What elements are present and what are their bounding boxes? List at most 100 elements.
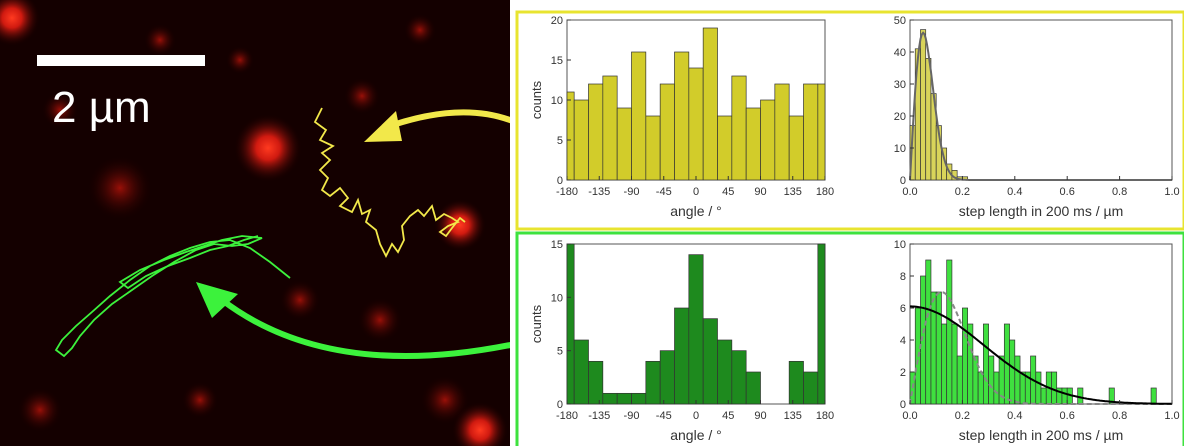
fit-curve — [910, 305, 1172, 405]
x-tick-label: 0.4 — [1007, 186, 1022, 198]
yellow-step-length-histogram: 0.0 0.2 0.4 0.6 0.8 1.0 0 10 20 30 40 50 step length… — [894, 15, 1180, 219]
x-tick-label: -180 — [556, 410, 578, 422]
bar — [925, 259, 932, 405]
x-tick-label: 0.2 — [955, 186, 970, 198]
green-angle-histogram: -180 -135 -90 -45 0 45 90 135 180 0 5 10 15 angle / °… — [529, 239, 834, 443]
bar — [659, 83, 675, 181]
x-axis-label: angle / ° — [670, 203, 722, 219]
fit-curve — [909, 31, 1172, 181]
x-tick-label: 0 — [693, 410, 699, 422]
bar — [717, 339, 733, 405]
bar — [962, 307, 968, 405]
x-tick-label: -135 — [588, 186, 610, 198]
bar — [817, 243, 826, 405]
bar — [1009, 339, 1016, 405]
bar — [745, 371, 761, 405]
x-tick-label: 0.0 — [902, 186, 917, 198]
bar — [588, 360, 604, 405]
bar — [935, 291, 942, 405]
y-tick-label: 20 — [894, 111, 906, 123]
green-trajectory — [54, 235, 291, 358]
bar — [803, 83, 819, 181]
bar — [941, 323, 948, 405]
bar — [702, 318, 718, 405]
bar — [1150, 387, 1157, 405]
x-tick-label: 0.6 — [1060, 186, 1075, 198]
bar — [977, 371, 984, 405]
bar — [616, 107, 632, 181]
bar — [788, 360, 804, 405]
x-axis-label: angle / ° — [670, 427, 722, 443]
x-tick-label: 180 — [816, 186, 834, 198]
x-tick-label: 1.0 — [1164, 410, 1179, 422]
bar — [688, 67, 704, 181]
bar — [1014, 355, 1021, 405]
bar — [566, 243, 575, 405]
x-tick-label: 90 — [754, 410, 766, 422]
x-tick-label: -90 — [624, 410, 640, 422]
bar — [946, 259, 953, 405]
bar — [920, 29, 927, 181]
y-tick-label: 0 — [900, 175, 906, 187]
x-tick-label: 0.6 — [1060, 410, 1075, 422]
bar — [631, 392, 647, 405]
x-tick-label: 0.0 — [902, 410, 917, 422]
y-tick-label: 50 — [894, 15, 906, 27]
x-tick-label: 0.8 — [1112, 410, 1127, 422]
bar — [1061, 387, 1068, 405]
bar — [573, 339, 589, 405]
x-tick-label: 45 — [722, 186, 734, 198]
bar — [988, 355, 995, 405]
bar — [983, 323, 989, 405]
y-axis-label: counts — [529, 304, 544, 343]
fluorescence-spots — [0, 0, 508, 446]
y-tick-label: 10 — [894, 239, 906, 251]
y-tick-label: 0 — [900, 399, 906, 411]
bar — [774, 83, 790, 181]
y-tick-label: 40 — [894, 47, 906, 59]
y-tick-label: 0 — [557, 175, 563, 187]
y-tick-label: 4 — [900, 335, 906, 347]
x-tick-label: 1.0 — [1164, 186, 1179, 198]
bar — [588, 83, 604, 181]
yellow-trajectory — [313, 107, 466, 259]
x-tick-label: -90 — [624, 186, 640, 198]
bar — [616, 392, 632, 405]
bar — [930, 291, 937, 405]
y-tick-label: 6 — [900, 303, 906, 315]
x-axis-label: step length in 200 ms / µm — [959, 427, 1123, 443]
green-panel-border — [515, 231, 1184, 446]
scale-bar-label: 2 µm — [52, 83, 151, 132]
x-tick-label: 135 — [784, 186, 802, 198]
y-tick-label: 5 — [557, 135, 563, 147]
x-tick-label: 0.2 — [955, 410, 970, 422]
x-tick-label: -135 — [588, 410, 610, 422]
bar — [731, 350, 747, 405]
y-tick-label: 15 — [551, 239, 563, 251]
bar — [925, 58, 932, 181]
x-tick-label: 0.4 — [1007, 410, 1022, 422]
bar — [659, 350, 675, 405]
x-tick-label: 135 — [784, 410, 802, 422]
bar — [674, 51, 690, 181]
x-tick-label: 45 — [722, 410, 734, 422]
x-tick-label: 0.8 — [1112, 186, 1127, 198]
bar — [1040, 387, 1047, 405]
bar — [702, 27, 718, 181]
bar — [1035, 371, 1042, 405]
bar — [645, 360, 661, 405]
y-tick-label: 30 — [894, 79, 906, 91]
bar — [717, 115, 733, 181]
x-tick-label: 180 — [816, 410, 834, 422]
bar — [573, 99, 589, 181]
x-tick-label: -45 — [656, 186, 672, 198]
green-arrow — [196, 282, 510, 359]
scale-bar — [37, 55, 205, 66]
x-tick-label: 0 — [693, 186, 699, 198]
bar — [566, 91, 575, 181]
bar — [602, 392, 618, 405]
bar — [1019, 371, 1026, 405]
bar — [803, 371, 819, 405]
y-tick-label: 10 — [894, 143, 906, 155]
bar — [731, 75, 747, 181]
